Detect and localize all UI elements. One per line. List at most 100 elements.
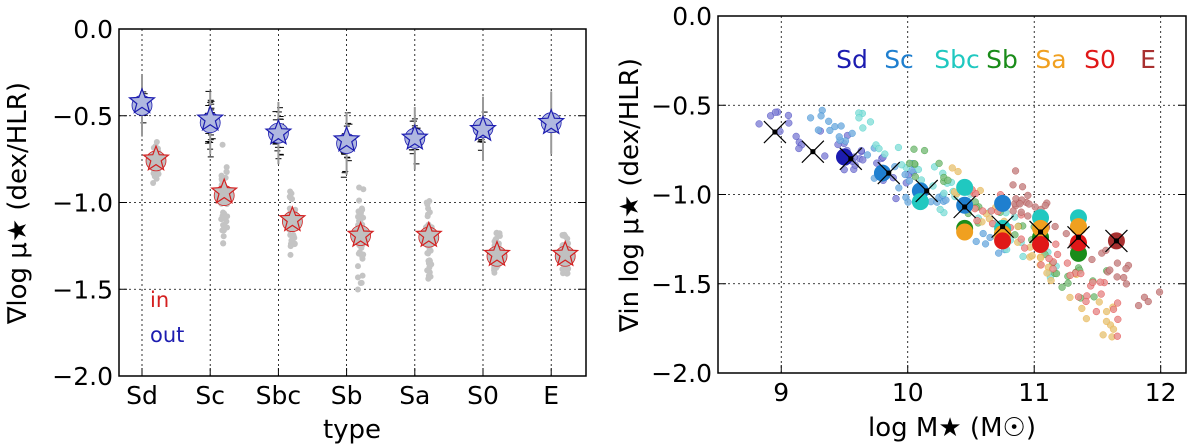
right-ytick-label: −0.5 <box>651 91 712 120</box>
in-galaxy-dot <box>358 244 365 251</box>
running-mean-point <box>924 188 930 194</box>
galaxy-dot <box>1092 308 1100 316</box>
galaxy-dot <box>1012 167 1020 175</box>
running-mean-point <box>1000 224 1006 230</box>
galaxy-dot <box>1114 299 1122 307</box>
galaxy-dot <box>979 207 987 215</box>
right-xtick-label: 11 <box>1018 378 1050 407</box>
in-galaxy-dot <box>287 251 294 258</box>
running-mean-point <box>848 156 854 162</box>
galaxy-dot <box>814 126 822 134</box>
in-mean-star <box>346 220 375 248</box>
galaxy-dot <box>825 117 833 125</box>
galaxy-dot <box>873 159 881 167</box>
binned-mean-sa <box>1069 218 1087 236</box>
galaxy-dot <box>1014 223 1022 231</box>
galaxy-dot <box>1155 288 1164 296</box>
in-mean-star <box>414 220 443 248</box>
galaxy-dot <box>1120 274 1128 282</box>
right-xtick-label: 12 <box>1145 378 1177 407</box>
galaxy-dot <box>1106 266 1114 274</box>
right-data-layer <box>755 106 1164 341</box>
galaxy-dot <box>755 120 763 128</box>
left-legend: in out <box>150 288 184 347</box>
galaxy-dot <box>1097 290 1105 298</box>
running-mean-point <box>1075 234 1081 240</box>
in-galaxy-dot <box>564 235 571 242</box>
galaxy-dot <box>1052 240 1060 248</box>
left-y-axis-label: ∇log μ★ (dex/HLR) <box>3 82 33 325</box>
in-galaxy-dot <box>150 179 157 186</box>
right-ytick-label: −1.0 <box>651 181 712 210</box>
galaxy-dot <box>1018 183 1027 191</box>
running-mean-point <box>886 170 892 176</box>
in-mean-star <box>278 205 307 232</box>
galaxy-dot <box>1095 298 1103 306</box>
binned-mean-s0 <box>1032 235 1050 253</box>
in-galaxy-dot <box>427 247 434 254</box>
galaxy-dot <box>1017 208 1025 216</box>
in-galaxy-dot <box>288 190 295 197</box>
in-galaxy-dot <box>291 241 298 248</box>
in-galaxy-dot <box>220 240 227 247</box>
galaxy-dot <box>1144 298 1152 306</box>
in-mean-star <box>210 177 239 204</box>
galaxy-dot <box>1066 293 1074 301</box>
in-mean-star <box>482 239 512 267</box>
galaxy-dot <box>1096 278 1104 286</box>
type-legend-s0: S0 <box>1084 45 1116 74</box>
running-mean-point <box>772 129 778 135</box>
binned-mean-s0 <box>1069 234 1087 252</box>
binned-mean-sc <box>994 194 1012 212</box>
right-xtick-label: 10 <box>892 378 924 407</box>
right-legend: Sd Sc Sbc Sb Sa S0 E <box>836 45 1156 74</box>
in-galaxy-dot <box>559 231 566 238</box>
galaxy-dot <box>973 217 981 225</box>
left-xtick-label: Sd <box>126 381 158 410</box>
galaxy-dot <box>920 147 929 155</box>
running-mean-point <box>962 204 968 210</box>
type-legend-e: E <box>1140 45 1156 74</box>
binned-mean-sa <box>956 223 974 241</box>
galaxy-dot <box>835 133 843 141</box>
out-mean-star <box>400 123 429 151</box>
galaxy-dot <box>1063 259 1071 267</box>
in-galaxy-dot <box>357 280 364 287</box>
left-xtick-label: E <box>543 381 559 410</box>
in-galaxy-dot <box>153 175 160 182</box>
galaxy-dot <box>859 124 867 132</box>
galaxy-dot <box>817 112 825 120</box>
galaxy-dot <box>1054 250 1062 258</box>
galaxy-dot <box>1135 302 1143 310</box>
out-mean-star <box>196 104 225 132</box>
right-xtick-label: 9 <box>773 378 789 407</box>
in-galaxy-dot <box>496 230 503 237</box>
galaxy-dot <box>911 173 919 181</box>
in-galaxy-dot <box>354 274 361 281</box>
galaxy-dot <box>929 182 937 190</box>
galaxy-dot <box>1049 265 1057 273</box>
type-legend-sa: Sa <box>1035 45 1066 74</box>
galaxy-dot <box>1099 331 1107 339</box>
galaxy-dot <box>1078 304 1086 313</box>
right-ytick-label: −1.5 <box>651 270 712 299</box>
left-ytick-label: −0.5 <box>52 102 113 131</box>
galaxy-dot <box>895 184 903 192</box>
left-ytick-label: 0.0 <box>73 15 113 44</box>
galaxy-dot <box>1043 269 1051 277</box>
galaxy-dot <box>1024 191 1032 199</box>
galaxy-dot <box>1009 207 1017 215</box>
binned-mean-s0 <box>994 232 1012 250</box>
galaxy-dot <box>831 123 839 131</box>
left-ytick-label: −2.0 <box>52 362 113 391</box>
right-chart: 0.0 −0.5 −1.0 −1.5 −2.0 9 10 11 12 Sd Sc Sbc Sb Sa S0… <box>615 2 1187 443</box>
galaxy-dot <box>1082 315 1090 323</box>
galaxy-dot <box>767 112 775 120</box>
right-x-axis-label: log M★ (M☉) <box>868 413 1036 443</box>
in-galaxy-dot <box>426 264 433 271</box>
running-mean-point <box>1113 238 1119 244</box>
out-mean-star <box>127 87 157 114</box>
galaxy-dot <box>948 164 956 172</box>
right-ytick-label: −2.0 <box>651 359 712 388</box>
type-legend-sd: Sd <box>836 45 868 74</box>
